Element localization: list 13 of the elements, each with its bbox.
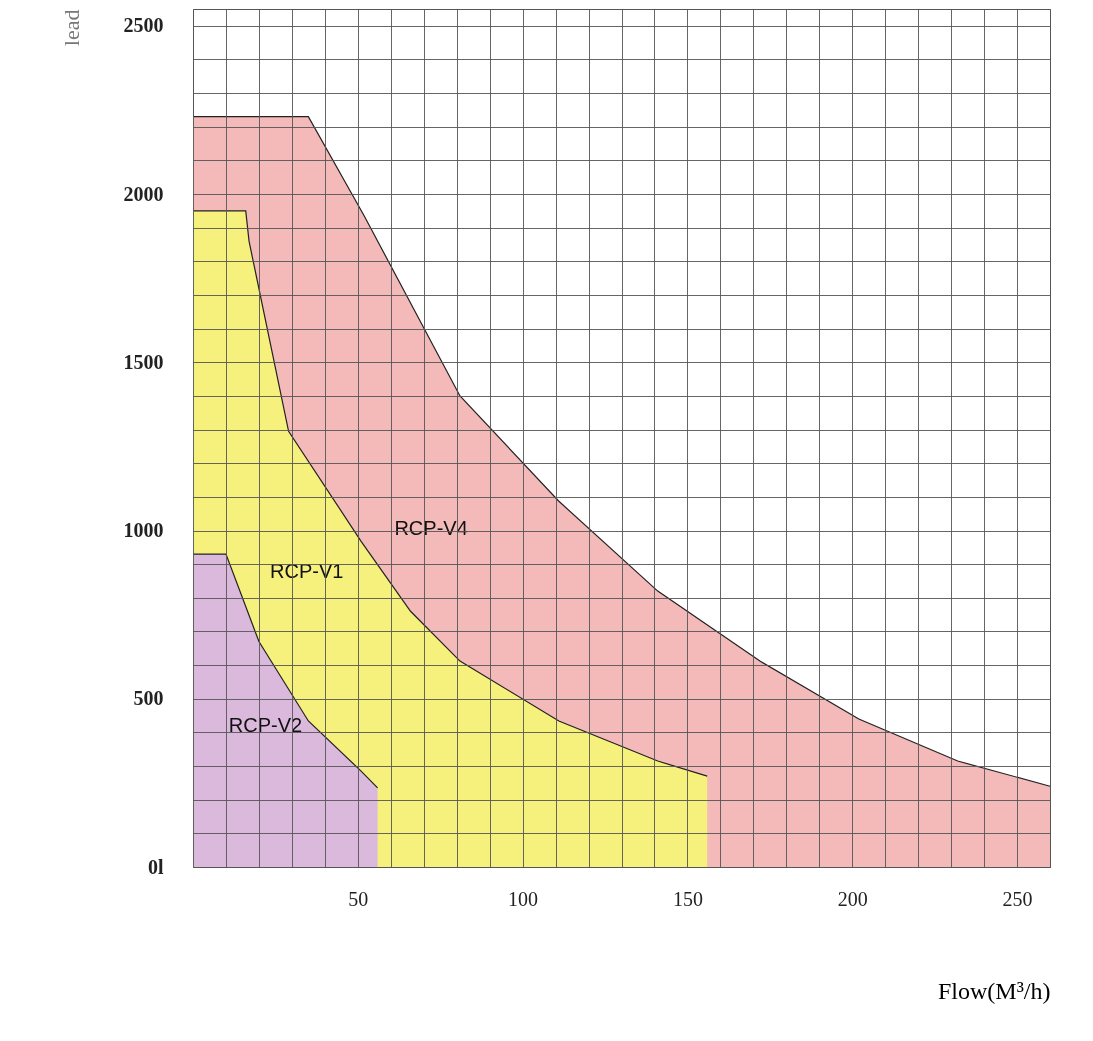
- y-axis-title: lead: [58, 9, 84, 47]
- x-tick-label: 100: [508, 887, 539, 910]
- x-tick-label: 250: [1002, 887, 1033, 910]
- x-tick-label: 200: [837, 887, 868, 910]
- y-tick-label: 500: [133, 687, 164, 710]
- y-tick-label: 1500: [123, 350, 164, 373]
- y-tick-label: 2500: [123, 14, 164, 37]
- x-tick-label: 50: [348, 887, 369, 910]
- y-tick-label: 0l: [147, 855, 164, 878]
- x-axis-title: Flow(M³/h): [937, 977, 1051, 1004]
- x-tick-label: 150: [672, 887, 703, 910]
- y-tick-label: 2000: [123, 182, 164, 205]
- y-tick-label: 1000: [123, 519, 164, 542]
